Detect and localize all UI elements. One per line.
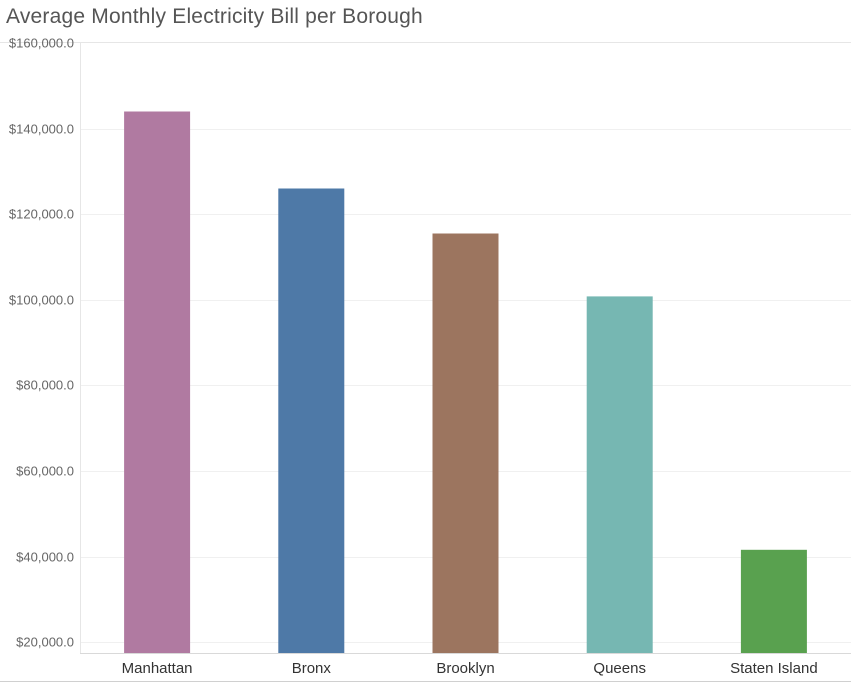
x-category-label: Queens [593,660,646,677]
title-divider [0,42,851,43]
bar-bronx[interactable] [278,188,345,654]
bars [124,111,807,654]
y-tick-label: $40,000.0 [16,550,74,565]
y-tick-label: $120,000.0 [9,207,74,222]
bar-queens[interactable] [586,296,653,653]
x-category-label: Staten Island [730,660,818,677]
y-tick-label: $20,000.0 [16,635,74,650]
bar-manhattan[interactable] [124,111,191,654]
y-tick-labels: $20,000.0 $40,000.0 $60,000.0 $80,000.0 $100… [9,36,74,650]
y-tick-label: $140,000.0 [9,122,74,137]
y-tick-label: $100,000.0 [9,293,74,308]
x-category-label: Bronx [292,660,332,677]
y-tick-label: $160,000.0 [9,36,74,51]
x-category-label: Manhattan [122,660,193,677]
y-tick-label: $60,000.0 [16,464,74,479]
x-category-labels: Manhattan Bronx Brooklyn Queens Staten Islan… [122,660,818,677]
chart-title: Average Monthly Electricity Bill per Bor… [6,5,423,28]
axes [0,43,851,682]
y-tick-label: $80,000.0 [16,378,74,393]
bar-staten-island[interactable] [740,549,807,653]
bar-brooklyn[interactable] [432,233,499,654]
x-category-label: Brooklyn [436,660,494,677]
